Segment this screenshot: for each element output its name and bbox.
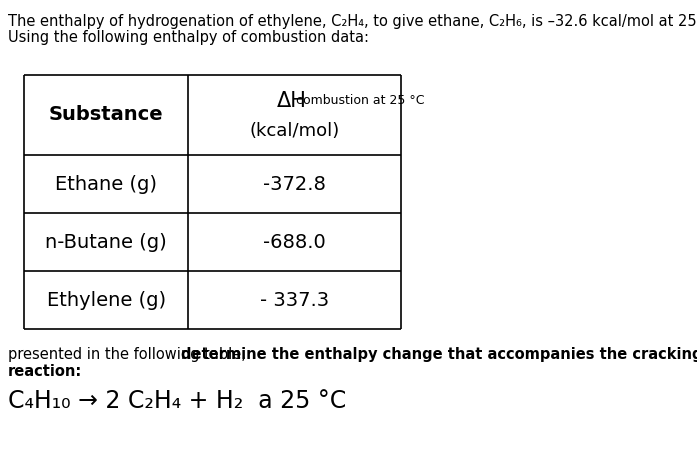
Text: ΔH: ΔH	[277, 91, 307, 111]
Text: presented in the following table,: presented in the following table,	[8, 347, 250, 362]
Text: - 337.3: - 337.3	[260, 291, 329, 309]
Text: (kcal/mol): (kcal/mol)	[250, 122, 339, 140]
Text: Ethylene (g): Ethylene (g)	[47, 291, 166, 309]
Text: reaction:: reaction:	[8, 364, 82, 379]
Text: C₄H₁₀ → 2 C₂H₄ + H₂  a 25 °C: C₄H₁₀ → 2 C₂H₄ + H₂ a 25 °C	[8, 389, 346, 413]
Text: The enthalpy of hydrogenation of ethylene, C₂H₄, to give ethane, C₂H₆, is –32.6 : The enthalpy of hydrogenation of ethylen…	[8, 14, 697, 29]
Text: -372.8: -372.8	[263, 175, 326, 194]
Text: combustion at 25 °C: combustion at 25 °C	[293, 94, 425, 107]
Text: -688.0: -688.0	[263, 233, 326, 251]
Text: determine the enthalpy change that accompanies the cracking: determine the enthalpy change that accom…	[181, 347, 697, 362]
Text: Ethane (g): Ethane (g)	[55, 175, 158, 194]
Text: Substance: Substance	[49, 106, 164, 124]
Text: Using the following enthalpy of combustion data:: Using the following enthalpy of combusti…	[8, 30, 369, 45]
Text: n-Butane (g): n-Butane (g)	[45, 233, 167, 251]
